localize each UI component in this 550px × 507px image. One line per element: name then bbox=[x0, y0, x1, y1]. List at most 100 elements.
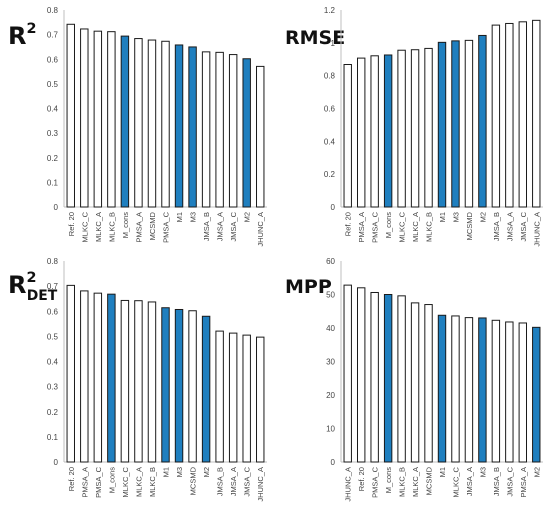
x-tick-label: PMSA_A bbox=[80, 467, 89, 497]
bar-mcsmd bbox=[424, 304, 433, 463]
x-tick-label: PMSA_C bbox=[94, 466, 103, 497]
bar-mlkc-c bbox=[80, 28, 89, 208]
bar-jmsa-a bbox=[464, 317, 474, 463]
chart-r2: R2 0 0.1 0.2 0.3 0.4 0.5 0.6 0.7 0.8 Ref. 20 MLKC_C… bbox=[8, 6, 267, 247]
bar-mlkc-c bbox=[120, 299, 130, 463]
x-tick-label: MCSMD bbox=[148, 211, 157, 240]
bar-jmsa-b bbox=[491, 319, 501, 463]
bar-mlkc-a bbox=[93, 30, 103, 208]
bar-jmsa-b bbox=[215, 330, 224, 463]
x-tick-label: M3 bbox=[451, 212, 460, 222]
y-tick-label: 60 bbox=[326, 257, 335, 266]
x-tick-label: Ref. 20 bbox=[357, 467, 366, 491]
bar-jmsa-c bbox=[228, 54, 238, 208]
bar-pmsa-c bbox=[370, 55, 379, 208]
x-tick-label: JMSA_C bbox=[519, 211, 528, 241]
chart-title-superscript: 2 bbox=[26, 270, 36, 286]
x-tick-label: JMSA_A bbox=[505, 212, 514, 241]
bar-mlkc-b bbox=[107, 31, 116, 208]
bar-m2 bbox=[478, 34, 487, 208]
x-tick-label: M2 bbox=[532, 467, 541, 477]
y-tick-label: 0.1 bbox=[47, 178, 59, 187]
x-tick-label: JHUNC_A bbox=[344, 467, 353, 502]
bar-jmsa-c bbox=[518, 21, 528, 208]
y-tick-label: 50 bbox=[326, 291, 335, 300]
bar-pmsa-a bbox=[518, 322, 528, 463]
x-tick-label: JMSA_C bbox=[243, 466, 252, 496]
x-tick-label: JHUNC_A bbox=[532, 212, 541, 247]
y-tick-label: 0.4 bbox=[324, 137, 336, 146]
y-tick-label: 1 bbox=[331, 39, 336, 48]
bar-jhunc-a bbox=[532, 19, 541, 208]
bar-pmsa-a bbox=[80, 290, 89, 463]
x-tick-label: MLKC_C bbox=[121, 466, 130, 497]
chart-title-text: MPP bbox=[285, 276, 332, 298]
bar-mlkc-a bbox=[134, 300, 143, 463]
x-tick-label: JMSA_A bbox=[465, 467, 474, 496]
bar-pmsa-c bbox=[161, 40, 170, 208]
x-tick-label: MLKC_C bbox=[80, 211, 89, 242]
x-tick-label: PMSA_A bbox=[519, 467, 528, 497]
bar-jmsa-a bbox=[215, 51, 224, 208]
y-tick-label: 20 bbox=[326, 391, 335, 400]
chart-title: RMSE bbox=[285, 27, 345, 49]
bar-mlkc-b bbox=[147, 301, 157, 463]
x-tick-label: M1 bbox=[438, 212, 447, 222]
x-tick-label: MLKC_C bbox=[398, 211, 407, 242]
bar-pmsa-a bbox=[134, 38, 143, 208]
x-tick-label: MLKC_A bbox=[411, 212, 420, 242]
x-tick-label: JMSA_B bbox=[216, 467, 225, 496]
x-tick-label: MLKC_B bbox=[107, 212, 116, 242]
x-tick-label: M_cons bbox=[384, 467, 393, 494]
x-tick-label: JMSA_B bbox=[202, 212, 211, 241]
chart-title-text: R bbox=[8, 271, 26, 299]
x-tick-label: JMSA_B bbox=[492, 212, 501, 241]
bar-jmsa-b bbox=[201, 51, 211, 208]
x-tick-label: MCSMD bbox=[465, 211, 474, 240]
y-tick-label: 0 bbox=[54, 458, 59, 467]
x-tick-label: MLKC_A bbox=[94, 212, 103, 242]
chart-title: R2 DET bbox=[8, 270, 58, 304]
bar-m3 bbox=[174, 308, 184, 463]
bar-jmsa-c bbox=[242, 334, 251, 463]
bar-mlkc-c bbox=[451, 315, 460, 463]
chart-title: R2 bbox=[8, 21, 37, 50]
bar-jhunc-a bbox=[256, 336, 265, 463]
x-tick-label: Ref. 20 bbox=[67, 467, 76, 491]
y-tick-label: 0.7 bbox=[47, 31, 59, 40]
bar-ref-20 bbox=[356, 287, 366, 463]
y-tick-label: 30 bbox=[326, 358, 335, 367]
bar-m1 bbox=[437, 41, 447, 208]
x-tick-label: MCSMD bbox=[425, 466, 434, 495]
x-tick-label: JHUNC_A bbox=[256, 212, 265, 247]
y-tick-label: 0.8 bbox=[47, 6, 59, 15]
chart-title-superscript: 2 bbox=[26, 21, 36, 37]
x-tick-label: Ref. 20 bbox=[344, 212, 353, 236]
bar-pmsa-c bbox=[93, 292, 103, 463]
x-tick-label: PMSA_C bbox=[371, 211, 380, 242]
bar-mcsmd bbox=[147, 39, 157, 208]
y-tick-label: 1.2 bbox=[324, 6, 336, 15]
chart-rmse: RMSE 0 0.2 0.4 0.6 0.8 1 1.2 Ref. 20 PMSA_A PMSA_C… bbox=[285, 6, 543, 247]
bar-mlkc-c bbox=[397, 49, 406, 208]
y-tick-label: 0.2 bbox=[47, 408, 59, 417]
bar-ref-20 bbox=[66, 23, 75, 208]
bar-m-cons bbox=[383, 54, 393, 208]
bar-m2 bbox=[242, 58, 251, 208]
bar-m2 bbox=[201, 315, 211, 463]
bar-m2 bbox=[532, 326, 541, 463]
x-tick-label: M2 bbox=[202, 467, 211, 477]
x-tick-label: MLKC_B bbox=[425, 212, 434, 242]
bar-mlkc-b bbox=[424, 47, 433, 208]
y-tick-label: 0 bbox=[331, 203, 336, 212]
bar-m3 bbox=[478, 317, 487, 463]
y-tick-label: 0.6 bbox=[324, 105, 336, 114]
x-tick-label: M3 bbox=[175, 467, 184, 477]
y-tick-label: 0.6 bbox=[47, 55, 59, 64]
bar-m3 bbox=[188, 46, 197, 208]
x-tick-label: PMSA_C bbox=[371, 466, 380, 497]
x-tick-label: M1 bbox=[438, 467, 447, 477]
bar-mlkc-a bbox=[410, 302, 420, 463]
x-tick-label: M3 bbox=[478, 467, 487, 477]
y-tick-label: 0.4 bbox=[47, 105, 59, 114]
